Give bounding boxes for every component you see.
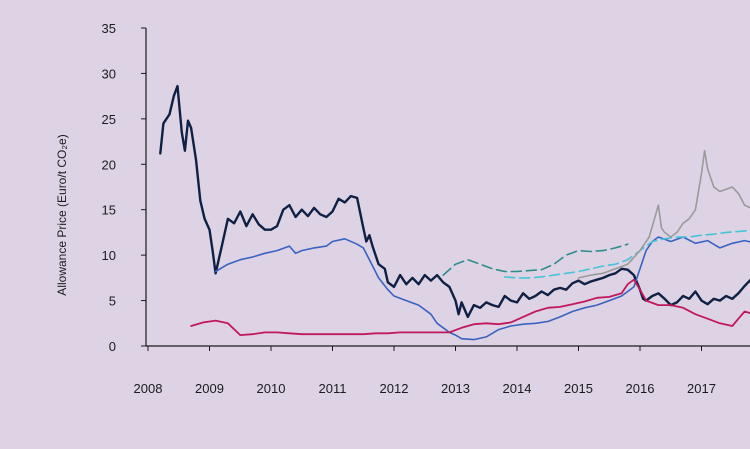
axes: 0 5 10 15 20 25 30 35 2008 2009 2010 2011 2012 2013 20… — [102, 21, 750, 396]
series-layer — [159, 84, 750, 341]
series-blue-line — [214, 236, 750, 341]
x-tick-label: 2012 — [380, 381, 409, 396]
x-tick-label: 2013 — [441, 381, 470, 396]
x-tick-label: 2016 — [626, 381, 655, 396]
x-tick-label: 2010 — [257, 381, 286, 396]
series-crimson-line — [190, 278, 750, 336]
x-tick-label: 2009 — [195, 381, 224, 396]
series-cyan-dashed-line — [503, 229, 750, 279]
x-tick-label: 2017 — [687, 381, 716, 396]
y-tick-label: 25 — [102, 112, 116, 127]
series-teal-dashed-line — [442, 243, 629, 276]
y-tick-label: 0 — [109, 339, 116, 354]
y-tick-label: 35 — [102, 21, 116, 36]
series-grey-line — [577, 149, 750, 279]
x-tick-label: 2008 — [134, 381, 163, 396]
y-tick-label: 30 — [102, 66, 116, 81]
x-tick-label: 2015 — [564, 381, 593, 396]
y-tick-label: 10 — [102, 248, 116, 263]
x-tick-label: 2011 — [319, 381, 347, 396]
y-axis-title: Allowance Price (Euro/t CO₂e) — [55, 134, 69, 295]
series-navy-line — [159, 84, 750, 319]
y-tick-label: 15 — [102, 203, 116, 218]
y-tick-label: 20 — [102, 157, 116, 172]
y-tick-label: 5 — [109, 294, 116, 309]
x-tick-label: 2014 — [503, 381, 532, 396]
